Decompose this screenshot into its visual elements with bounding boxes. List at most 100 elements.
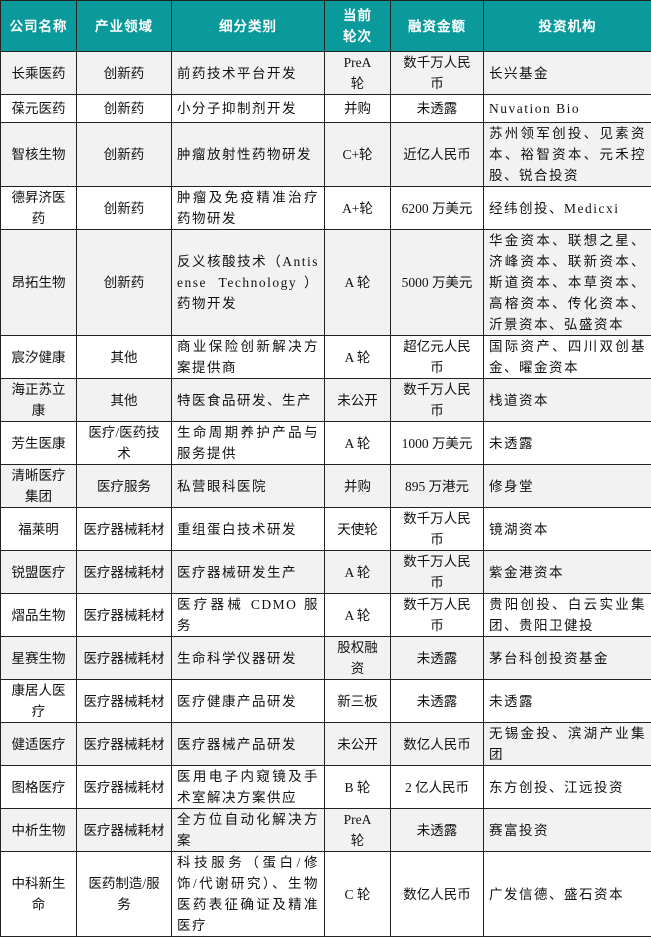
round-cell: PreA 轮 [325, 52, 391, 95]
table-row: 海正苏立康其他特医食品研发、生产未公开数千万人民币栈道资本 [1, 379, 651, 422]
round-cell: 未公开 [325, 723, 391, 766]
investors-cell: 未透露 [484, 680, 651, 723]
investors-cell: 修身堂 [484, 465, 651, 508]
category-cell: 生命周期养护产品与服务提供 [172, 422, 325, 465]
investors-cell: 东方创投、江远投资 [484, 766, 651, 809]
field-cell: 医药制造/服务 [77, 852, 172, 937]
amount-cell: 数千万人民币 [391, 551, 484, 594]
round-cell: A 轮 [325, 336, 391, 379]
amount-cell: 未透露 [391, 95, 484, 123]
company-cell: 芳生医康 [1, 422, 77, 465]
amount-cell: 数千万人民币 [391, 594, 484, 637]
amount-cell: 近亿人民币 [391, 123, 484, 187]
investors-cell: 镜湖资本 [484, 508, 651, 551]
round-cell: 新三板 [325, 680, 391, 723]
amount-cell: 数千万人民币 [391, 508, 484, 551]
round-cell: 并购 [325, 95, 391, 123]
field-cell: 其他 [77, 379, 172, 422]
table-row: 福莱明医疗器械耗材重组蛋白技术研发天使轮数千万人民币镜湖资本 [1, 508, 651, 551]
investors-cell: 赛富投资 [484, 809, 651, 852]
amount-cell: 5000 万美元 [391, 230, 484, 336]
field-cell: 创新药 [77, 95, 172, 123]
round-cell: A 轮 [325, 230, 391, 336]
category-cell: 商业保险创新解决方案提供商 [172, 336, 325, 379]
category-cell: 小分子抑制剂开发 [172, 95, 325, 123]
investors-cell: 华金资本、联想之星、济峰资本、联新资本、斯道资本、本草资本、高榕资本、传化资本、… [484, 230, 651, 336]
amount-cell: 895 万港元 [391, 465, 484, 508]
investors-cell: 广发信德、盛石资本 [484, 852, 651, 937]
column-header-field: 产业领域 [77, 1, 172, 52]
round-cell: A 轮 [325, 594, 391, 637]
category-cell: 医疗健康产品研发 [172, 680, 325, 723]
investors-cell: 紫金港资本 [484, 551, 651, 594]
category-cell: 特医食品研发、生产 [172, 379, 325, 422]
amount-cell: 数千万人民币 [391, 52, 484, 95]
investors-cell: 苏州领军创投、见素资本、裕智资本、元禾控股、锐合投资 [484, 123, 651, 187]
investors-cell: 未透露 [484, 422, 651, 465]
investors-cell: 贵阳创投、白云实业集团、贵阳卫健投 [484, 594, 651, 637]
amount-cell: 数亿人民币 [391, 723, 484, 766]
amount-cell: 未透露 [391, 680, 484, 723]
amount-cell: 未透露 [391, 809, 484, 852]
company-cell: 中科新生命 [1, 852, 77, 937]
round-cell: 股权融资 [325, 637, 391, 680]
company-cell: 清晰医疗集团 [1, 465, 77, 508]
table-row: 中科新生命医药制造/服务科技服务（蛋白/修饰/代谢研究）、生物医药表征确证及精准… [1, 852, 651, 937]
field-cell: 创新药 [77, 52, 172, 95]
investors-cell: 栈道资本 [484, 379, 651, 422]
field-cell: 医疗器械耗材 [77, 637, 172, 680]
company-cell: 熠品生物 [1, 594, 77, 637]
round-cell: 未公开 [325, 379, 391, 422]
company-cell: 康居人医疗 [1, 680, 77, 723]
company-cell: 海正苏立康 [1, 379, 77, 422]
field-cell: 医疗器械耗材 [77, 551, 172, 594]
category-cell: 反义核酸技术（Antisense Technology）药物开发 [172, 230, 325, 336]
category-cell: 全方位自动化解决方案 [172, 809, 325, 852]
investors-cell: 国际资产、四川双创基金、曜金资本 [484, 336, 651, 379]
investors-cell: Nuvation Bio [484, 95, 651, 123]
category-cell: 私营眼科医院 [172, 465, 325, 508]
round-cell: C 轮 [325, 852, 391, 937]
round-cell: A 轮 [325, 551, 391, 594]
field-cell: 医疗器械耗材 [77, 723, 172, 766]
amount-cell: 2 亿人民币 [391, 766, 484, 809]
column-header-company: 公司名称 [1, 1, 77, 52]
amount-cell: 未透露 [391, 637, 484, 680]
field-cell: 医疗器械耗材 [77, 809, 172, 852]
company-cell: 德昇济医药 [1, 187, 77, 230]
column-header-investors: 投资机构 [484, 1, 651, 52]
field-cell: 医疗器械耗材 [77, 594, 172, 637]
amount-cell: 数亿人民币 [391, 852, 484, 937]
investors-cell: 无锡金投、滨湖产业集团 [484, 723, 651, 766]
table-row: 健适医疗医疗器械耗材医疗器械产品研发未公开数亿人民币无锡金投、滨湖产业集团 [1, 723, 651, 766]
category-cell: 医疗器械产品研发 [172, 723, 325, 766]
category-cell: 医疗器械 CDMO 服务 [172, 594, 325, 637]
round-cell: 并购 [325, 465, 391, 508]
company-cell: 中析生物 [1, 809, 77, 852]
category-cell: 肿瘤放射性药物研发 [172, 123, 325, 187]
round-cell: A+轮 [325, 187, 391, 230]
field-cell: 医疗服务 [77, 465, 172, 508]
category-cell: 前药技术平台开发 [172, 52, 325, 95]
field-cell: 其他 [77, 336, 172, 379]
category-cell: 生命科学仪器研发 [172, 637, 325, 680]
category-cell: 科技服务（蛋白/修饰/代谢研究）、生物医药表征确证及精准医疗 [172, 852, 325, 937]
amount-cell: 1000 万美元 [391, 422, 484, 465]
round-cell: C+轮 [325, 123, 391, 187]
field-cell: 创新药 [77, 230, 172, 336]
company-cell: 昂拓生物 [1, 230, 77, 336]
company-cell: 宸汐健康 [1, 336, 77, 379]
category-cell: 肿瘤及免疫精准治疗药物研发 [172, 187, 325, 230]
field-cell: 医疗器械耗材 [77, 766, 172, 809]
company-cell: 长乘医药 [1, 52, 77, 95]
column-header-category: 细分类别 [172, 1, 325, 52]
company-cell: 智核生物 [1, 123, 77, 187]
investors-cell: 茅台科创投资基金 [484, 637, 651, 680]
